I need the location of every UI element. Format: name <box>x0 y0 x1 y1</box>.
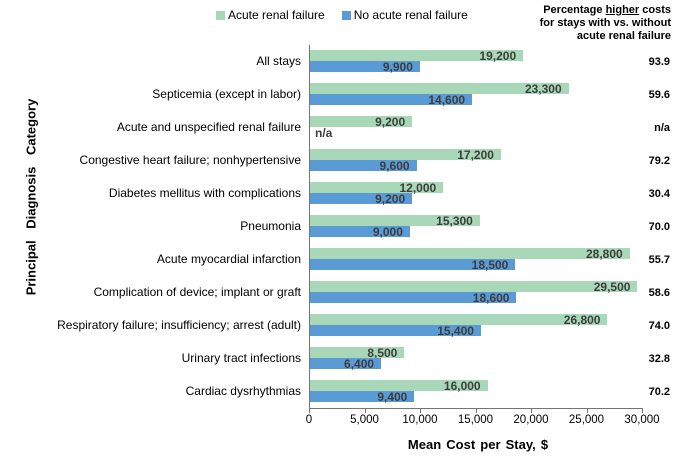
legend-item-acute-renal-failure: Acute renal failure <box>216 8 325 22</box>
bar-value-label: 15,300 <box>436 214 473 228</box>
bar-value-label: 6,400 <box>344 357 375 371</box>
bar-value-label: 18,500 <box>471 258 509 272</box>
bar-acute-renal-failure <box>310 314 608 325</box>
bar-no-acute-renal-failure <box>310 160 417 171</box>
bar-no-acute-renal-failure <box>310 325 481 336</box>
bar-acute-renal-failure <box>310 116 413 127</box>
legend-swatch-blue <box>341 10 351 20</box>
bar-acute-renal-failure <box>310 281 638 292</box>
bar-no-acute-renal-failure <box>310 358 382 369</box>
plot-area <box>309 45 643 409</box>
percent-value: 70.2 <box>648 385 670 398</box>
bar-value-label: 17,200 <box>457 148 494 162</box>
percent-value: 74.0 <box>648 319 670 332</box>
y-axis-title: Principal Diagnosis Category <box>23 98 39 296</box>
bar-acute-renal-failure <box>310 215 480 226</box>
x-axis-tick-label: 0 <box>305 414 313 426</box>
bar-value-label: 9,000 <box>372 225 403 239</box>
bar-value-label: 23,300 <box>524 82 562 96</box>
x-axis-tick <box>475 409 477 413</box>
legend: Acute renal failure No acute renal failu… <box>216 8 468 22</box>
percent-value: 59.6 <box>648 88 670 101</box>
percent-value: 79.2 <box>648 154 670 167</box>
legend-label-acute-renal-failure: Acute renal failure <box>228 8 325 22</box>
bar-value-label: 9,200 <box>375 192 406 206</box>
percent-column-header-line3: acute renal failure <box>576 30 671 42</box>
percent-value: n/a <box>654 121 670 134</box>
percent-column-header-line1: Percentage higher costs <box>540 4 671 17</box>
x-axis-tick <box>364 409 366 413</box>
x-axis-tick-label: 5,000 <box>350 414 379 426</box>
bar-value-label: 28,800 <box>585 247 623 261</box>
percent-value: 55.7 <box>648 253 670 266</box>
percent-column-header-line1-post: costs <box>639 4 671 16</box>
bar-no-acute-renal-failure <box>310 259 516 270</box>
bar-acute-renal-failure <box>310 182 444 193</box>
category-label: Cardiac dysrhythmias <box>185 383 301 398</box>
legend-label-no-acute-renal-failure: No acute renal failure <box>353 8 468 22</box>
bar-value-label: n/a <box>315 126 333 140</box>
x-axis-tick <box>531 409 532 413</box>
bar-value-label: 12,000 <box>399 181 437 195</box>
bar-no-acute-renal-failure <box>310 292 517 303</box>
bar-value-label: 9,900 <box>382 60 413 74</box>
bar-value-label: 9,400 <box>377 390 408 404</box>
legend-swatch-green <box>216 10 225 20</box>
x-axis-title: Mean Cost per Stay, $ <box>407 437 549 452</box>
bar-value-label: 9,600 <box>379 159 410 173</box>
bar-value-label: 16,000 <box>443 379 481 393</box>
bar-acute-renal-failure <box>310 149 501 160</box>
bar-no-acute-renal-failure <box>310 61 420 72</box>
percent-column-header-line1-pre: Percentage <box>543 4 606 16</box>
x-axis-tick-label: 30,000 <box>624 414 660 426</box>
bar-acute-renal-failure <box>310 347 405 358</box>
category-label: Respiratory failure; insufficiency; arre… <box>57 317 301 332</box>
bar-value-label: 9,200 <box>375 115 406 129</box>
category-label: Pneumonia <box>240 218 301 233</box>
percent-value: 58.6 <box>648 286 670 299</box>
legend-item-no-acute-renal-failure: No acute renal failure <box>341 8 468 22</box>
bar-value-label: 18,600 <box>472 291 510 305</box>
bar-acute-renal-failure <box>310 83 569 94</box>
x-axis-tick <box>309 409 310 413</box>
bar-value-label: 8,500 <box>367 346 398 360</box>
bar-acute-renal-failure <box>310 380 488 391</box>
x-axis-tick-label: 10,000 <box>402 414 438 426</box>
bar-value-label: 26,800 <box>563 313 601 327</box>
bar-no-acute-renal-failure <box>310 391 415 402</box>
x-axis-tick-label: 25,000 <box>568 414 605 426</box>
percent-value: 70.0 <box>648 220 670 233</box>
percent-value: 30.4 <box>648 187 670 200</box>
bar-no-acute-renal-failure <box>310 94 473 105</box>
x-axis-tick-label: 15,000 <box>457 414 494 426</box>
bar-no-acute-renal-failure <box>310 193 413 204</box>
percent-column-header-line2: for stays with vs. without <box>539 17 671 29</box>
x-axis-tick <box>586 409 588 413</box>
x-axis-tick <box>420 409 421 413</box>
bar-no-acute-renal-failure <box>310 226 410 237</box>
x-axis-tick <box>642 409 643 413</box>
category-label: Congestive heart failure; nonhypertensiv… <box>79 152 301 167</box>
category-label: Diabetes mellitus with complications <box>108 185 301 200</box>
percent-value: 93.9 <box>648 55 670 68</box>
percent-value: 32.8 <box>648 352 670 365</box>
bar-value-label: 29,500 <box>593 280 631 294</box>
bar-value-label: 19,200 <box>479 49 517 63</box>
bar-acute-renal-failure <box>310 248 630 259</box>
category-label: Urinary tract infections <box>181 350 301 365</box>
bar-value-label: 15,400 <box>437 324 474 338</box>
bar-acute-renal-failure <box>310 50 524 61</box>
category-label: Acute myocardial infarction <box>156 251 301 266</box>
percent-column-header: Percentage higher costs for stays with v… <box>540 4 671 43</box>
category-label: Complication of device; implant or graft <box>93 284 301 299</box>
bar-value-label: 14,600 <box>428 93 466 107</box>
category-label: All stays <box>256 53 301 68</box>
category-label: Acute and unspecified renal failure <box>116 119 301 134</box>
category-label: Septicemia (except in labor) <box>152 86 301 101</box>
x-axis-tick-label: 20,000 <box>513 414 549 426</box>
underlined-word: higher <box>605 4 640 16</box>
